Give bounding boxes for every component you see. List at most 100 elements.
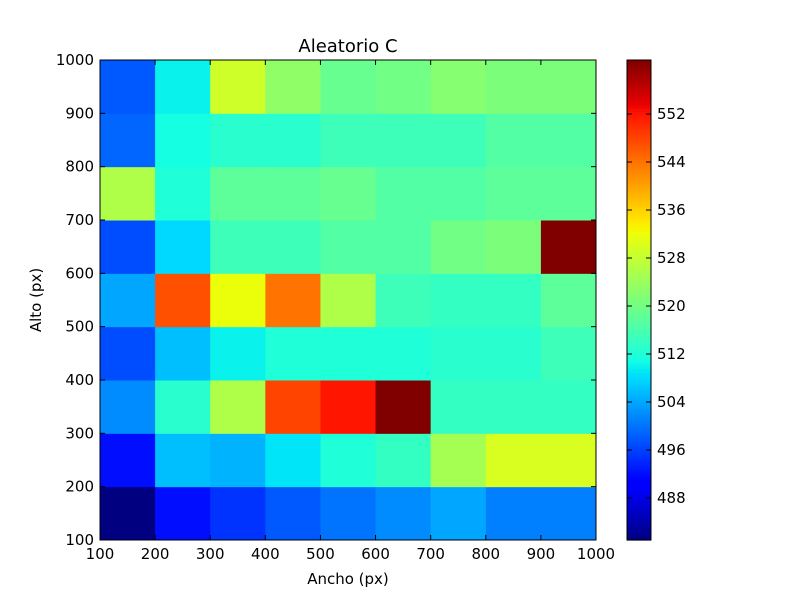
colorbar-segment — [627, 489, 651, 493]
heatmap-cell — [485, 166, 542, 221]
colorbar-segment — [627, 84, 651, 88]
x-tick-label: 100 — [86, 545, 115, 563]
colorbar-segment — [627, 90, 651, 94]
colorbar-segment — [627, 462, 651, 466]
colorbar-segment — [627, 75, 651, 79]
heatmap-cell — [210, 60, 266, 114]
colorbar-segment — [627, 273, 651, 277]
colorbar-tick-label: 552 — [657, 105, 686, 123]
heatmap-cell — [100, 220, 156, 274]
heatmap-cell — [540, 273, 597, 328]
heatmap-cell — [320, 433, 377, 488]
colorbar-segment — [627, 411, 651, 415]
heatmap-cell — [265, 433, 321, 488]
colorbar-segment — [627, 87, 651, 91]
colorbar: 488 496 504 512 520 528 536 544 552 — [626, 59, 686, 541]
colorbar-segment — [627, 441, 651, 445]
colorbar-segment — [627, 255, 651, 259]
heatmap-cell — [430, 433, 487, 488]
colorbar-segment — [627, 162, 651, 166]
colorbar-segment — [627, 165, 651, 169]
colorbar-segment — [627, 396, 651, 400]
colorbar-segment — [627, 417, 651, 421]
colorbar-segment — [627, 60, 651, 64]
colorbar-segment — [627, 297, 651, 301]
colorbar-segment — [627, 477, 651, 481]
colorbar-segment — [627, 393, 651, 397]
colorbar-segment — [627, 504, 651, 508]
colorbar-segment — [627, 465, 651, 469]
colorbar-segment — [627, 507, 651, 511]
colorbar-segment — [627, 525, 651, 529]
colorbar-segment — [627, 366, 651, 370]
colorbar-segment — [627, 405, 651, 409]
colorbar-segment — [627, 315, 651, 319]
heatmap-cell — [210, 433, 266, 488]
heatmap-cell — [265, 166, 321, 221]
colorbar-segment — [627, 453, 651, 457]
colorbar-segment — [627, 171, 651, 175]
colorbar-segment — [627, 159, 651, 163]
colorbar-segment — [627, 216, 651, 220]
x-tick-label: 900 — [527, 545, 556, 563]
heatmap-cell — [265, 220, 321, 274]
colorbar-segment — [627, 213, 651, 217]
heatmap-cell — [430, 486, 487, 541]
colorbar-segment — [627, 291, 651, 295]
heatmap-cell — [485, 113, 542, 168]
colorbar-segment — [627, 99, 651, 103]
colorbar-segment — [627, 429, 651, 433]
colorbar-tick-label: 528 — [657, 249, 686, 267]
colorbar-segment — [627, 351, 651, 355]
heatmap-cell — [210, 486, 266, 541]
colorbar-segment — [627, 282, 651, 286]
heatmap-cell — [155, 380, 211, 434]
heatmap-cell — [320, 486, 377, 541]
colorbar-segment — [627, 423, 651, 427]
colorbar-segment — [627, 201, 651, 205]
heatmap-cell — [100, 433, 156, 488]
colorbar-segment — [627, 285, 651, 289]
heatmap-cell — [210, 273, 266, 328]
colorbar-segment — [627, 303, 651, 307]
colorbar-segment — [627, 456, 651, 460]
heatmap-cell — [100, 166, 156, 221]
colorbar-segment — [627, 111, 651, 115]
colorbar-segment — [627, 141, 651, 145]
colorbar-segment — [627, 306, 651, 310]
colorbar-segment — [627, 219, 651, 223]
heatmap-cell — [375, 166, 432, 221]
heatmap-cell — [100, 486, 156, 541]
colorbar-segment — [627, 450, 651, 454]
colorbar-segment — [627, 336, 651, 340]
colorbar-segment — [627, 288, 651, 292]
colorbar-segment — [627, 339, 651, 343]
colorbar-segment — [627, 231, 651, 235]
heatmap-cell — [540, 60, 597, 114]
colorbar-segment — [627, 102, 651, 106]
heatmap-cell — [485, 433, 542, 488]
colorbar-segment — [627, 135, 651, 139]
x-tick-label: 800 — [471, 545, 500, 563]
heatmap-cell — [155, 220, 211, 274]
x-tick-label: 300 — [196, 545, 225, 563]
colorbar-segment — [627, 432, 651, 436]
colorbar-segment — [627, 66, 651, 70]
heatmap-cell — [320, 166, 377, 221]
colorbar-segment — [627, 384, 651, 388]
y-tick-label: 700 — [65, 211, 94, 229]
heatmap-cell — [485, 486, 542, 541]
x-tick-label: 200 — [141, 545, 170, 563]
colorbar-segment — [627, 132, 651, 136]
heatmap-cell — [210, 113, 266, 168]
y-tick-label: 500 — [65, 318, 94, 336]
colorbar-frame — [626, 59, 652, 541]
y-tick-label: 200 — [65, 478, 94, 496]
heatmap-cell — [375, 113, 432, 168]
heatmap-cell — [155, 113, 211, 168]
heatmap-cell — [320, 220, 377, 274]
colorbar-segment — [627, 108, 651, 112]
colorbar-segment — [627, 150, 651, 154]
colorbar-tick-label: 544 — [657, 153, 686, 171]
